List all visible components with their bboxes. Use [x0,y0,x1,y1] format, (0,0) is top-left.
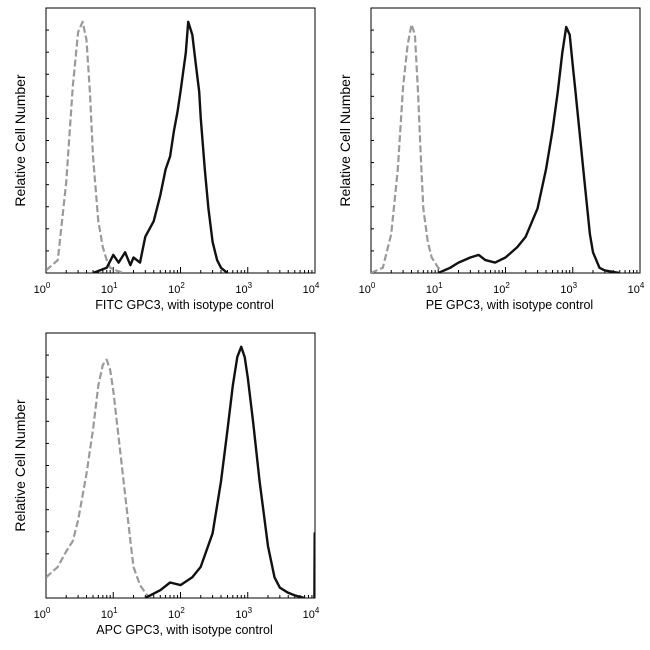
gpc3-histogram-line [144,345,305,598]
x-tick-label: 103 [235,281,252,296]
histogram-panel-fitc: 100 101 102 103 104 Relative Cell Number FITC … [0,0,325,325]
x-tick-label: 102 [168,606,185,621]
x-tick-label: 101 [426,281,443,296]
x-axis-label: PE GPC3, with isotype control [426,298,593,312]
x-tick-label: 103 [235,606,252,621]
x-tick-label: 102 [168,281,185,296]
x-tick-label: 100 [359,281,376,296]
histogram-chart-pe: 100 101 102 103 104 Relative Cell Number PE GP… [337,7,645,312]
histogram-chart-apc: 100 101 102 103 104 Relative Cell Number APC G… [12,332,320,637]
histogram-chart-fitc: 100 101 102 103 104 Relative Cell Number FITC … [12,7,320,312]
histogram-panel-apc: 100 101 102 103 104 Relative Cell Number APC G… [0,325,325,650]
isotype-histogram-line [46,358,151,598]
x-tick-label: 101 [101,281,118,296]
y-axis-label: Relative Cell Number [12,74,28,207]
gpc3-histogram-line [437,25,621,273]
x-axis-label: APC GPC3, with isotype control [96,623,272,637]
x-tick-label: 100 [34,281,51,296]
isotype-histogram-line [371,23,445,273]
gpc3-histogram-line [92,20,229,273]
x-tick-label: 104 [303,281,320,296]
x-tick-label: 104 [303,606,320,621]
edge-histogram-line [313,532,315,598]
x-tick-label: 102 [493,281,510,296]
histogram-panel-pe: 100 101 102 103 104 Relative Cell Number PE GP… [325,0,650,325]
x-tick-label: 104 [628,281,645,296]
x-axis-label: FITC GPC3, with isotype control [95,298,274,312]
y-axis-label: Relative Cell Number [337,74,353,207]
plot-frame [45,332,316,599]
isotype-histogram-line [46,20,124,273]
x-tick-label: 100 [34,606,51,621]
x-tick-label: 101 [101,606,118,621]
y-axis-label: Relative Cell Number [12,399,28,532]
x-tick-label: 103 [560,281,577,296]
plot-frame [370,7,641,274]
